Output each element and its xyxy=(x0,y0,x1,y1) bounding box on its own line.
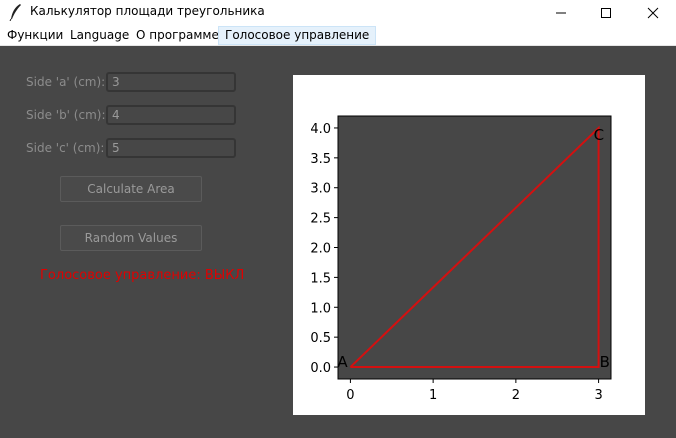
side-b-input[interactable] xyxy=(106,105,236,125)
vertex-label-a: A xyxy=(337,353,348,371)
side-c-label: Side 'c' (cm): xyxy=(26,141,105,155)
side-b-label: Side 'b' (cm): xyxy=(26,108,106,122)
y-tick-label: 0.0 xyxy=(310,361,331,376)
triangle-line xyxy=(349,125,600,369)
vertex-label-b: B xyxy=(600,353,610,371)
y-tick-label: 4.0 xyxy=(310,122,331,137)
minimize-icon xyxy=(556,12,566,14)
menu-functions[interactable]: Функции xyxy=(7,28,64,42)
close-button[interactable] xyxy=(630,0,676,26)
feather-icon xyxy=(9,4,21,21)
y-tick-label: 1.5 xyxy=(310,271,331,286)
triangle-plot-svg: 0 1 2 3 0.0 0.5 1.0 1.5 2.0 2.5 3.0 3.5 4.0 A B C xyxy=(310,115,612,403)
side-c-input[interactable] xyxy=(106,138,236,158)
minimize-button[interactable] xyxy=(538,0,584,26)
title-bar: Калькулятор площади треугольника xyxy=(0,0,676,26)
y-tick-label: 1.0 xyxy=(310,301,331,316)
maximize-button[interactable] xyxy=(583,0,629,26)
calculate-area-button[interactable]: Calculate Area xyxy=(60,176,202,202)
window-title: Калькулятор площади треугольника xyxy=(30,4,265,18)
y-tick-label: 2.5 xyxy=(310,212,331,227)
menu-language[interactable]: Language xyxy=(70,28,130,42)
vertex-label-c: C xyxy=(594,126,604,144)
x-tick-label: 1 xyxy=(429,388,437,403)
side-a-input[interactable] xyxy=(106,72,236,92)
close-icon xyxy=(647,7,659,19)
y-tick-label: 2.0 xyxy=(310,242,331,257)
x-tick-label: 3 xyxy=(594,388,602,403)
y-tick-label: 3.5 xyxy=(310,152,331,167)
menu-voice-control[interactable]: Голосовое управление xyxy=(218,26,377,45)
random-values-button[interactable]: Random Values xyxy=(60,225,202,251)
menu-bar: Функции Language О программе Голосовое у… xyxy=(0,26,676,46)
maximize-icon xyxy=(601,8,611,18)
y-tick-label: 0.5 xyxy=(310,331,331,346)
x-tick-label: 2 xyxy=(512,388,520,403)
y-tick-label: 3.0 xyxy=(310,182,331,197)
x-tick-label: 0 xyxy=(346,388,354,403)
menu-about[interactable]: О программе xyxy=(136,28,219,42)
triangle-plot: 0 1 2 3 0.0 0.5 1.0 1.5 2.0 2.5 3.0 3.5 4.0 A B C xyxy=(293,75,645,415)
side-a-label: Side 'a' (cm): xyxy=(26,75,106,89)
voice-control-status: Голосовое управление: ВЫКЛ xyxy=(40,268,245,283)
